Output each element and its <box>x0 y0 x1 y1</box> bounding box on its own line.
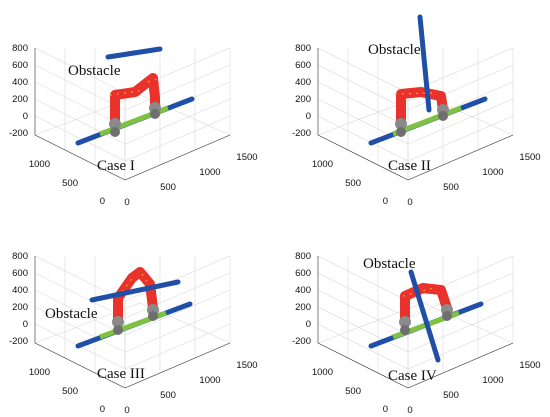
climbing-robot <box>109 73 161 137</box>
x-tick: 1500 <box>236 360 257 371</box>
z-tick-labels: 800 600 400 200 0 -200 <box>292 43 311 139</box>
x-tick: 500 <box>160 182 176 193</box>
z-tick: 0 <box>306 111 311 122</box>
x-tick: 500 <box>443 390 459 401</box>
z-tick: 800 <box>295 43 311 54</box>
x-tick: 0 <box>407 405 412 416</box>
x-tick: 1500 <box>519 360 540 371</box>
x-tick: 500 <box>160 390 176 401</box>
z-tick-labels: 800 600 400 200 0 -200 <box>292 251 311 347</box>
obstacle-pipe <box>89 279 181 303</box>
z-tick: 600 <box>295 268 311 279</box>
obstacle-pipe <box>408 269 441 363</box>
axes-grid <box>317 255 514 389</box>
x-tick: 1500 <box>236 152 257 163</box>
climbing-robot <box>399 283 453 335</box>
z-tick: 200 <box>295 302 311 313</box>
obstacle-label: Obstacle <box>363 256 416 272</box>
z-tick: 400 <box>12 77 28 88</box>
z-tick: 800 <box>12 251 28 262</box>
z-tick: 0 <box>306 319 311 330</box>
y-tick: 500 <box>345 386 361 397</box>
z-tick: 600 <box>12 268 28 279</box>
z-tick: 200 <box>12 302 28 313</box>
obstacle-label: Obstacle <box>68 63 121 79</box>
obstacle-pipe <box>417 14 432 113</box>
z-tick: 0 <box>23 319 28 330</box>
z-tick: 800 <box>295 251 311 262</box>
z-tick: 400 <box>295 77 311 88</box>
z-tick: 200 <box>295 94 311 105</box>
y-tick-labels: 1000 500 0 <box>29 159 105 207</box>
z-tick: -200 <box>292 128 311 139</box>
x-tick: 0 <box>407 197 412 208</box>
panel-case-2: 800 600 400 200 0 -200 1000 500 0 0 500 … <box>292 14 541 208</box>
z-tick: 0 <box>23 111 28 122</box>
x-tick: 1500 <box>519 152 540 163</box>
x-tick: 0 <box>124 197 129 208</box>
case-label: Case I <box>97 158 135 174</box>
panel-case-3: 800 600 400 200 0 -200 1000 500 0 0 500 … <box>9 251 258 416</box>
obstacle-label: Obstacle <box>368 42 421 58</box>
z-tick: 200 <box>12 94 28 105</box>
z-tick: -200 <box>292 336 311 347</box>
case-label: Case III <box>97 366 145 382</box>
x-tick-labels: 0 500 1000 1500 <box>407 360 540 416</box>
y-tick: 1000 <box>312 367 333 378</box>
x-tick-labels: 0 500 1000 1500 <box>407 152 540 208</box>
y-tick: 1000 <box>29 159 50 170</box>
z-tick-labels: 800 600 400 200 0 -200 <box>9 43 28 139</box>
climbing-robot <box>394 87 449 137</box>
z-tick-labels: 800 600 400 200 0 -200 <box>9 251 28 347</box>
obstacle-label: Obstacle <box>45 306 98 322</box>
y-tick-labels: 1000 500 0 <box>312 367 388 415</box>
x-tick: 1000 <box>482 375 503 386</box>
panel-case-4: 800 600 400 200 0 -200 1000 500 0 0 500 … <box>292 251 541 416</box>
case-label: Case II <box>388 158 431 174</box>
z-tick: 400 <box>295 285 311 296</box>
x-tick: 1000 <box>199 167 220 178</box>
z-tick: -200 <box>9 336 28 347</box>
x-tick: 500 <box>443 182 459 193</box>
z-tick: -200 <box>9 128 28 139</box>
axes-grid <box>34 255 231 389</box>
x-tick: 0 <box>124 405 129 416</box>
y-tick: 0 <box>383 404 388 415</box>
z-tick: 800 <box>12 43 28 54</box>
panel-case-1: 800 600 400 200 0 -200 1000 500 0 0 500 … <box>9 43 258 208</box>
z-tick: 600 <box>12 60 28 71</box>
x-tick-labels: 0 500 1000 1500 <box>124 360 257 416</box>
y-tick: 500 <box>345 178 361 189</box>
y-tick: 500 <box>62 178 78 189</box>
z-tick: 600 <box>295 60 311 71</box>
z-tick: 400 <box>12 285 28 296</box>
y-tick: 0 <box>100 404 105 415</box>
y-tick: 0 <box>383 196 388 207</box>
x-tick: 1000 <box>199 375 220 386</box>
y-tick-labels: 1000 500 0 <box>312 159 388 207</box>
case-label: Case IV <box>388 368 437 384</box>
y-tick: 0 <box>100 196 105 207</box>
axes-grid <box>317 47 514 181</box>
x-tick-labels: 0 500 1000 1500 <box>124 152 257 208</box>
obstacle-pipe <box>105 46 163 60</box>
y-tick: 1000 <box>312 159 333 170</box>
y-tick: 500 <box>62 386 78 397</box>
y-tick: 1000 <box>29 367 50 378</box>
x-tick: 1000 <box>482 167 503 178</box>
y-tick-labels: 1000 500 0 <box>29 367 105 415</box>
